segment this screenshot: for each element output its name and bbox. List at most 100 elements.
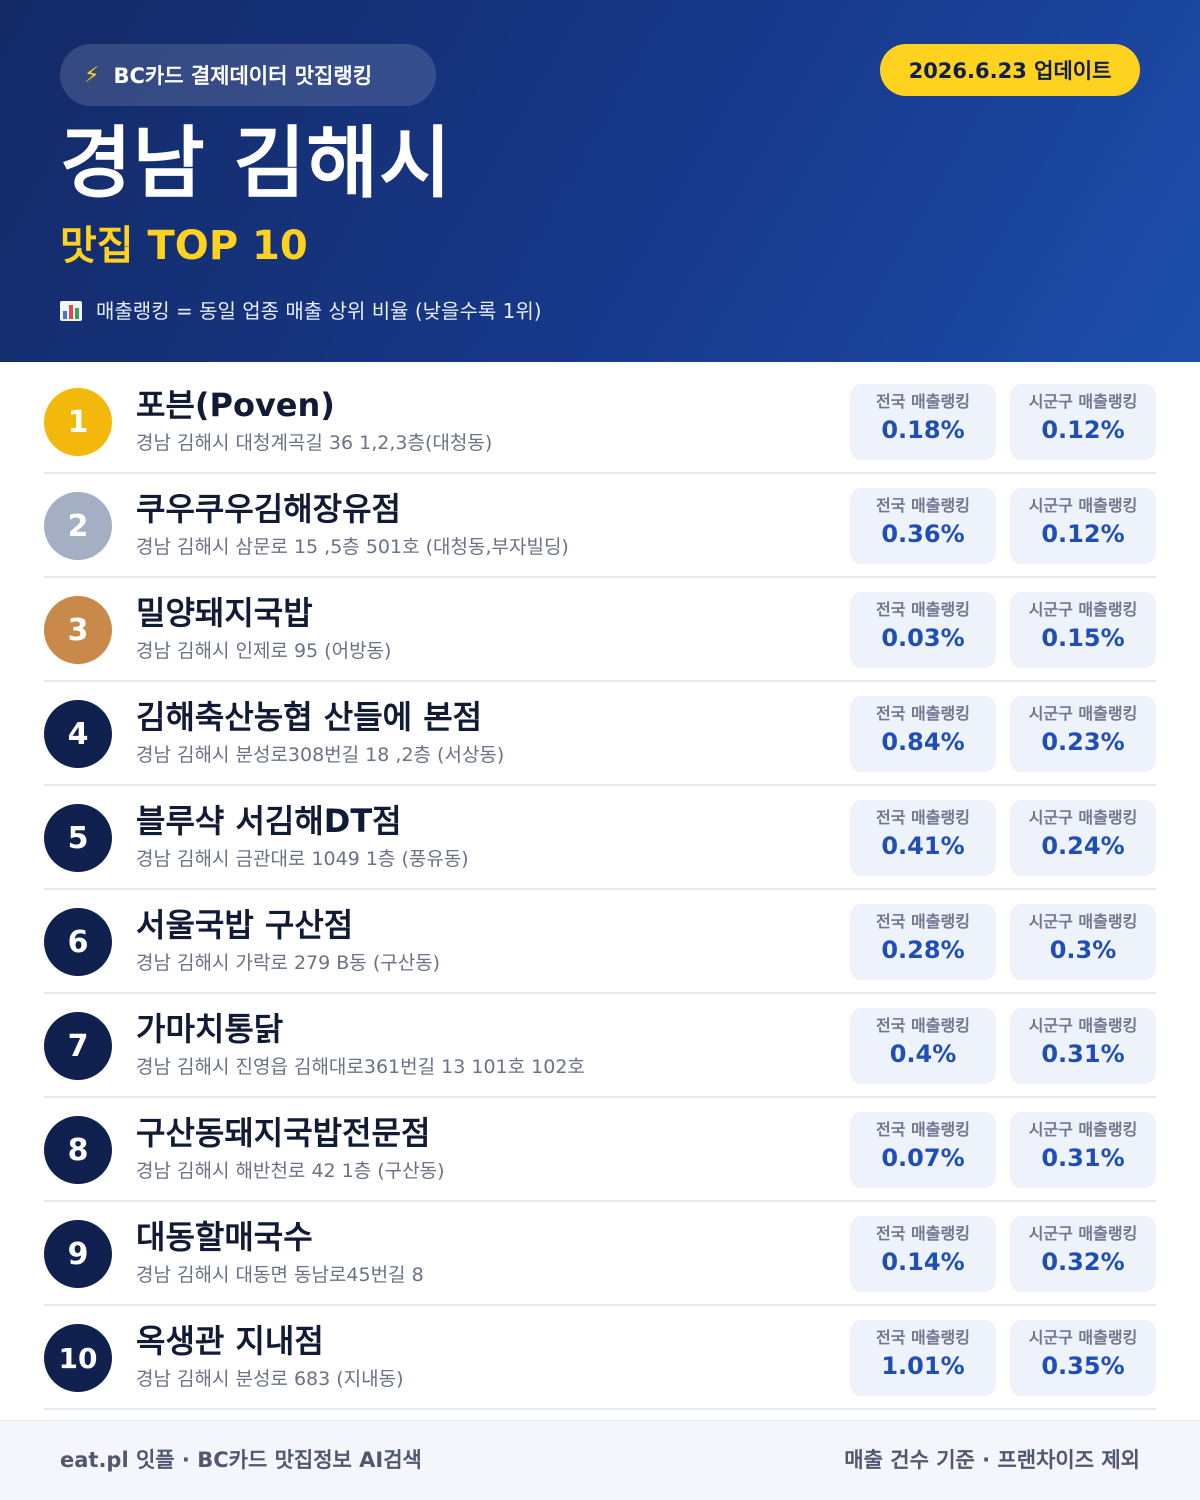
- local-ranking-label: 시군구 매출랭킹: [1028, 392, 1138, 411]
- national-ranking-box: 전국 매출랭킹 0.18%: [850, 384, 996, 460]
- national-ranking-label: 전국 매출랭킹: [876, 808, 970, 827]
- local-ranking-box: 시군구 매출랭킹 0.31%: [1010, 1112, 1156, 1188]
- local-ranking-value: 0.12%: [1041, 416, 1125, 444]
- local-ranking-label: 시군구 매출랭킹: [1028, 600, 1138, 619]
- national-ranking-value: 0.18%: [881, 416, 965, 444]
- restaurant-name[interactable]: 서울국밥 구산점: [136, 906, 354, 944]
- local-ranking-box: 시군구 매출랭킹 0.35%: [1010, 1320, 1156, 1396]
- local-ranking-label: 시군구 매출랭킹: [1028, 1016, 1138, 1035]
- national-ranking-box: 전국 매출랭킹 0.07%: [850, 1112, 996, 1188]
- local-ranking-value: 0.31%: [1041, 1144, 1125, 1172]
- rank-badge: 9: [44, 1220, 112, 1288]
- restaurant-address: 경남 김해시 금관대로 1049 1층 (풍유동): [136, 848, 469, 870]
- bar-chart-icon: [60, 301, 82, 321]
- restaurant-name[interactable]: 블루샥 서김해DT점: [136, 802, 402, 840]
- rank-badge: 4: [44, 700, 112, 768]
- national-ranking-value: 0.07%: [881, 1144, 965, 1172]
- local-ranking-box: 시군구 매출랭킹 0.23%: [1010, 696, 1156, 772]
- local-ranking-box: 시군구 매출랭킹 0.15%: [1010, 592, 1156, 668]
- national-ranking-box: 전국 매출랭킹 0.4%: [850, 1008, 996, 1084]
- restaurant-name[interactable]: 김해축산농협 산들에 본점: [136, 698, 483, 736]
- restaurant-address: 경남 김해시 삼문로 15 ,5층 501호 (대청동,부자빌딩): [136, 536, 569, 558]
- national-ranking-value: 1.01%: [881, 1352, 965, 1380]
- local-ranking-box: 시군구 매출랭킹 0.32%: [1010, 1216, 1156, 1292]
- restaurant-name[interactable]: 포븐(Poven): [136, 386, 335, 424]
- list-item[interactable]: 3 밀양돼지국밥 경남 김해시 인제로 95 (어방동) 전국 매출랭킹 0.03% 시군…: [44, 578, 1156, 682]
- local-ranking-value: 0.24%: [1041, 832, 1125, 860]
- page-title: 경남 김해시: [60, 119, 452, 209]
- local-ranking-label: 시군구 매출랭킹: [1028, 1224, 1138, 1243]
- footer-source: eat.pl 잇플 · BC카드 맛집정보 AI검색: [60, 1448, 422, 1472]
- update-date-badge: 2026.6.23 업데이트: [880, 44, 1140, 96]
- national-ranking-value: 0.28%: [881, 936, 965, 964]
- local-ranking-label: 시군구 매출랭킹: [1028, 704, 1138, 723]
- national-ranking-label: 전국 매출랭킹: [876, 1328, 970, 1347]
- page-subtitle: 맛집 TOP 10: [60, 223, 308, 269]
- restaurant-address: 경남 김해시 진영읍 김해대로361번길 13 101호 102호: [136, 1056, 585, 1078]
- local-ranking-value: 0.35%: [1041, 1352, 1125, 1380]
- national-ranking-label: 전국 매출랭킹: [876, 392, 970, 411]
- national-ranking-label: 전국 매출랭킹: [876, 704, 970, 723]
- local-ranking-value: 0.31%: [1041, 1040, 1125, 1068]
- restaurant-name[interactable]: 쿠우쿠우김해장유점: [136, 490, 401, 528]
- rank-badge: 1: [44, 388, 112, 456]
- restaurant-name[interactable]: 대동할매국수: [136, 1218, 313, 1256]
- rank-badge: 5: [44, 804, 112, 872]
- lightning-bolt-icon: ⚡: [84, 62, 100, 88]
- local-ranking-value: 0.12%: [1041, 520, 1125, 548]
- national-ranking-value: 0.41%: [881, 832, 965, 860]
- national-ranking-value: 0.4%: [889, 1040, 957, 1068]
- restaurant-name[interactable]: 구산동돼지국밥전문점: [136, 1114, 431, 1152]
- list-item[interactable]: 9 대동할매국수 경남 김해시 대동면 동남로45번길 8 전국 매출랭킹 0.14% 시…: [44, 1202, 1156, 1306]
- restaurant-name[interactable]: 가마치통닭: [136, 1010, 284, 1048]
- list-item[interactable]: 6 서울국밥 구산점 경남 김해시 가락로 279 B동 (구산동) 전국 매출랭킹 0…: [44, 890, 1156, 994]
- source-badge: ⚡ BC카드 결제데이터 맛집랭킹: [60, 44, 436, 106]
- rank-badge: 2: [44, 492, 112, 560]
- restaurant-name[interactable]: 옥생관 지내점: [136, 1322, 324, 1360]
- local-ranking-box: 시군구 매출랭킹 0.3%: [1010, 904, 1156, 980]
- national-ranking-value: 0.84%: [881, 728, 965, 756]
- rank-badge: 10: [44, 1324, 112, 1392]
- national-ranking-value: 0.03%: [881, 624, 965, 652]
- footer: eat.pl 잇플 · BC카드 맛집정보 AI검색 매출 건수 기준 · 프랜…: [0, 1420, 1200, 1500]
- national-ranking-box: 전국 매출랭킹 1.01%: [850, 1320, 996, 1396]
- list-item[interactable]: 1 포븐(Poven) 경남 김해시 대청계곡길 36 1,2,3층(대청동) 전국 …: [44, 370, 1156, 474]
- rank-badge: 8: [44, 1116, 112, 1184]
- local-ranking-value: 0.32%: [1041, 1248, 1125, 1276]
- national-ranking-box: 전국 매출랭킹 0.03%: [850, 592, 996, 668]
- local-ranking-label: 시군구 매출랭킹: [1028, 496, 1138, 515]
- national-ranking-box: 전국 매출랭킹 0.14%: [850, 1216, 996, 1292]
- restaurant-address: 경남 김해시 분성로308번길 18 ,2층 (서상동): [136, 744, 505, 766]
- local-ranking-box: 시군구 매출랭킹 0.12%: [1010, 488, 1156, 564]
- local-ranking-label: 시군구 매출랭킹: [1028, 912, 1138, 931]
- national-ranking-box: 전국 매출랭킹 0.28%: [850, 904, 996, 980]
- national-ranking-label: 전국 매출랭킹: [876, 1224, 970, 1243]
- national-ranking-label: 전국 매출랭킹: [876, 912, 970, 931]
- rank-badge: 7: [44, 1012, 112, 1080]
- ranking-legend: 매출랭킹 = 동일 업종 매출 상위 비율 (낮을수록 1위): [60, 294, 542, 328]
- legend-text: 매출랭킹 = 동일 업종 매출 상위 비율 (낮을수록 1위): [96, 299, 542, 323]
- local-ranking-value: 0.15%: [1041, 624, 1125, 652]
- local-ranking-value: 0.3%: [1049, 936, 1117, 964]
- restaurant-name[interactable]: 밀양돼지국밥: [136, 594, 313, 632]
- local-ranking-box: 시군구 매출랭킹 0.24%: [1010, 800, 1156, 876]
- rank-badge: 3: [44, 596, 112, 664]
- restaurant-address: 경남 김해시 대동면 동남로45번길 8: [136, 1264, 424, 1286]
- local-ranking-label: 시군구 매출랭킹: [1028, 1120, 1138, 1139]
- local-ranking-value: 0.23%: [1041, 728, 1125, 756]
- local-ranking-box: 시군구 매출랭킹 0.12%: [1010, 384, 1156, 460]
- restaurant-address: 경남 김해시 대청계곡길 36 1,2,3층(대청동): [136, 432, 493, 454]
- national-ranking-label: 전국 매출랭킹: [876, 600, 970, 619]
- restaurant-address: 경남 김해시 가락로 279 B동 (구산동): [136, 952, 441, 974]
- source-label: BC카드 결제데이터 맛집랭킹: [113, 64, 373, 88]
- national-ranking-box: 전국 매출랭킹 0.36%: [850, 488, 996, 564]
- restaurant-address: 경남 김해시 분성로 683 (지내동): [136, 1368, 404, 1390]
- restaurant-address: 경남 김해시 해반천로 42 1층 (구산동): [136, 1160, 445, 1182]
- national-ranking-box: 전국 매출랭킹 0.84%: [850, 696, 996, 772]
